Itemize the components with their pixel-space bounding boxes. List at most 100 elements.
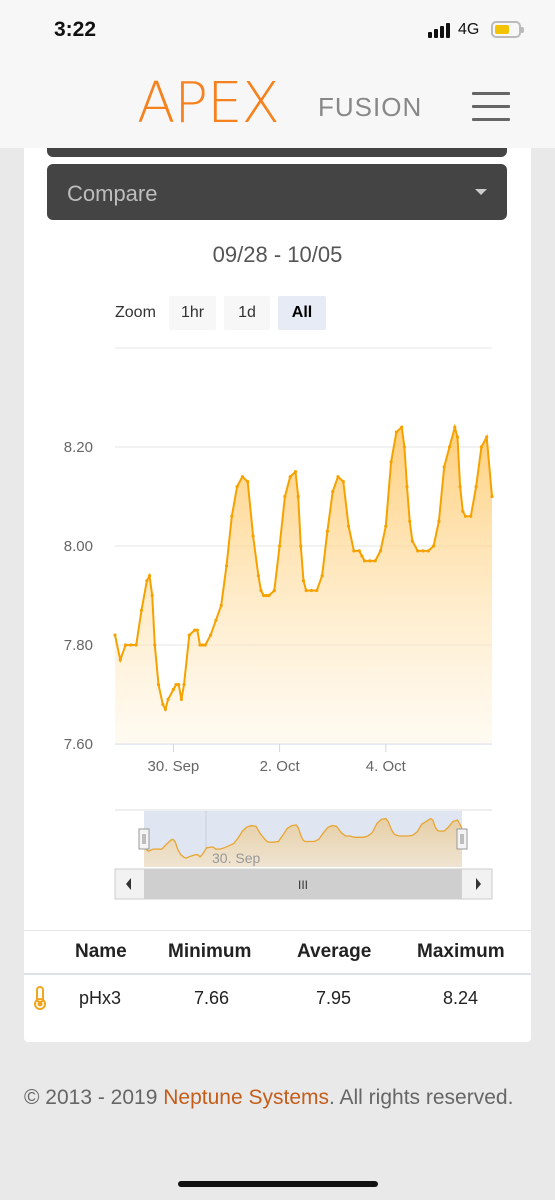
status-time: 3:22	[54, 18, 97, 41]
data-point	[426, 549, 430, 553]
data-point	[368, 559, 372, 563]
network-type: 4G	[458, 21, 480, 38]
data-point	[463, 514, 468, 518]
x-tick-label: 30. Sep	[148, 758, 200, 775]
data-point	[156, 683, 161, 687]
compare-select[interactable]: Compare	[47, 164, 507, 220]
col-minimum: Minimum	[168, 941, 252, 962]
row-average: 7.95	[316, 988, 352, 1008]
data-point	[352, 549, 356, 553]
data-point	[389, 460, 393, 464]
navigator-handle-left[interactable]	[138, 828, 150, 850]
data-point	[320, 574, 324, 578]
data-point	[145, 579, 149, 583]
data-point	[179, 697, 183, 701]
navigator-handle-right[interactable]	[456, 828, 468, 850]
data-point	[150, 593, 154, 598]
data-point	[408, 519, 412, 523]
data-point	[201, 643, 205, 647]
menu-icon[interactable]	[472, 92, 510, 122]
data-point	[267, 593, 271, 598]
data-point	[230, 514, 234, 518]
data-point	[203, 643, 207, 647]
series-area	[115, 427, 492, 744]
y-tick-label: 7.60	[64, 736, 93, 753]
data-point	[256, 574, 260, 578]
data-point	[134, 643, 138, 647]
col-name: Name	[75, 941, 127, 962]
data-point	[341, 480, 345, 484]
x-tick-label: 4. Oct	[366, 758, 407, 775]
data-point	[147, 574, 152, 578]
data-point	[461, 509, 465, 513]
data-point	[214, 618, 218, 622]
scroll-left-icon[interactable]	[126, 878, 131, 890]
data-point	[235, 485, 239, 489]
data-point	[264, 593, 268, 598]
data-point	[437, 519, 441, 523]
data-point	[315, 588, 319, 593]
data-point	[182, 683, 186, 687]
ph-chart: 7.60 7.80 8.00 8.20 30. Sep 2. Oct 4. Oct 30.…	[64, 347, 494, 900]
data-point	[251, 534, 255, 538]
home-indicator	[178, 1181, 378, 1187]
data-point	[139, 608, 144, 612]
data-point	[469, 514, 473, 518]
data-point	[187, 633, 191, 637]
data-point	[195, 628, 199, 632]
data-point	[283, 494, 287, 499]
navigator-line	[143, 817, 463, 859]
col-average: Average	[297, 941, 372, 962]
data-point	[363, 559, 367, 563]
data-point	[224, 564, 229, 568]
navigator-area	[144, 818, 462, 867]
data-point	[301, 579, 306, 583]
data-point	[288, 475, 292, 479]
chevron-down-icon	[475, 189, 487, 195]
data-point	[304, 588, 308, 593]
x-tick-label: 2. Oct	[260, 758, 301, 775]
row-name: pHx3	[79, 988, 122, 1008]
data-point	[299, 544, 303, 548]
data-point	[171, 687, 175, 692]
data-point	[193, 628, 197, 632]
data-point	[474, 485, 478, 489]
zoom-1d-button[interactable]: 1d	[224, 296, 270, 330]
data-point	[219, 603, 223, 607]
data-point	[455, 435, 460, 439]
data-point	[432, 544, 436, 548]
compare-label: Compare	[67, 181, 158, 206]
data-point	[325, 529, 329, 533]
app-header: APEX FUSION	[0, 62, 555, 148]
data-point	[278, 544, 282, 548]
logo-fusion: FUSION	[318, 92, 423, 122]
data-point	[357, 549, 361, 553]
signal-icon	[428, 22, 452, 38]
scroll-right-icon[interactable]	[476, 878, 481, 890]
data-point	[331, 490, 335, 494]
battery-icon	[491, 21, 524, 38]
neptune-link[interactable]: Neptune Systems	[163, 1086, 329, 1109]
date-range: 09/28 - 10/05	[212, 242, 343, 267]
data-point	[402, 445, 406, 449]
scrollbar-grip: III	[298, 878, 308, 892]
data-point	[453, 425, 457, 429]
select-bar[interactable]	[47, 148, 507, 157]
data-point	[384, 524, 388, 528]
data-point	[246, 480, 250, 484]
zoom-1hr-button[interactable]: 1hr	[169, 296, 216, 330]
data-point	[177, 683, 181, 687]
data-point	[259, 588, 263, 593]
col-maximum: Maximum	[417, 941, 505, 962]
data-point	[240, 475, 244, 479]
zoom-label: Zoom	[115, 304, 156, 321]
data-point	[163, 707, 167, 711]
data-point	[272, 588, 276, 593]
data-point	[360, 554, 364, 558]
data-point	[373, 559, 377, 563]
scrollbar-thumb[interactable]	[144, 869, 462, 899]
data-point	[296, 494, 300, 499]
zoom-all-button[interactable]: All	[278, 296, 326, 330]
footer: © 2013 - 2019 Neptune Systems. All right…	[24, 1086, 514, 1109]
row-minimum: 7.66	[194, 988, 230, 1008]
